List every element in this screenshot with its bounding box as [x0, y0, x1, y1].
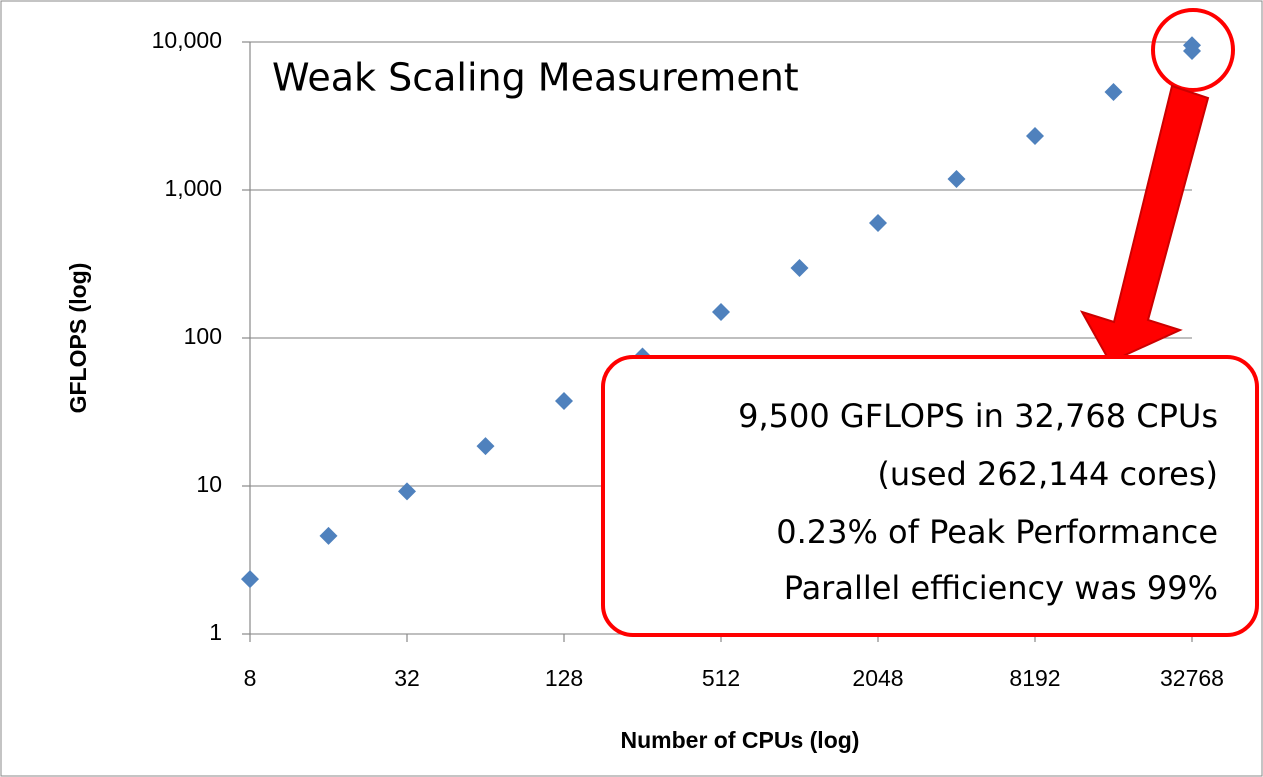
x-tick-label: 512	[702, 665, 740, 691]
y-tick-label: 1,000	[164, 175, 222, 201]
data-point	[319, 526, 338, 545]
callout-box	[601, 355, 1259, 637]
data-point	[869, 214, 887, 233]
highlight-circle	[1151, 8, 1235, 92]
x-tick-label: 8192	[1009, 665, 1060, 691]
data-point	[241, 570, 259, 589]
x-tick-label: 32768	[1160, 665, 1224, 691]
data-point	[555, 392, 573, 411]
x-tick-label: 32	[394, 665, 420, 691]
y-tick-label: 1	[209, 619, 222, 645]
annotation-line: Parallel efficiency was 99%	[784, 569, 1218, 607]
data-point	[1104, 83, 1123, 102]
annotation-line: (used 262,144 cores)	[877, 455, 1218, 493]
data-point	[1183, 41, 1201, 60]
y-tick-label: 100	[184, 323, 222, 349]
data-point	[476, 437, 495, 456]
x-tick-label: 8	[244, 665, 257, 691]
chart-title: Weak Scaling Measurement	[272, 56, 799, 100]
arrow	[1079, 84, 1210, 364]
x-axis-label: Number of CPUs (log)	[621, 727, 860, 753]
y-tick-label: 10,000	[152, 27, 222, 53]
x-tick-label: 128	[545, 665, 583, 691]
data-point	[712, 302, 730, 321]
data-point	[1026, 126, 1044, 145]
annotation-line: 0.23% of Peak Performance	[776, 513, 1218, 551]
y-tick-label: 10	[196, 471, 222, 497]
data-point	[947, 169, 966, 188]
annotation-line: 9,500 GFLOPS in 32,768 CPUs	[738, 397, 1218, 435]
data-point	[790, 259, 809, 278]
y-axis-label: GFLOPS (log)	[65, 263, 91, 414]
x-tick-label: 2048	[852, 665, 903, 691]
data-point	[398, 482, 416, 501]
